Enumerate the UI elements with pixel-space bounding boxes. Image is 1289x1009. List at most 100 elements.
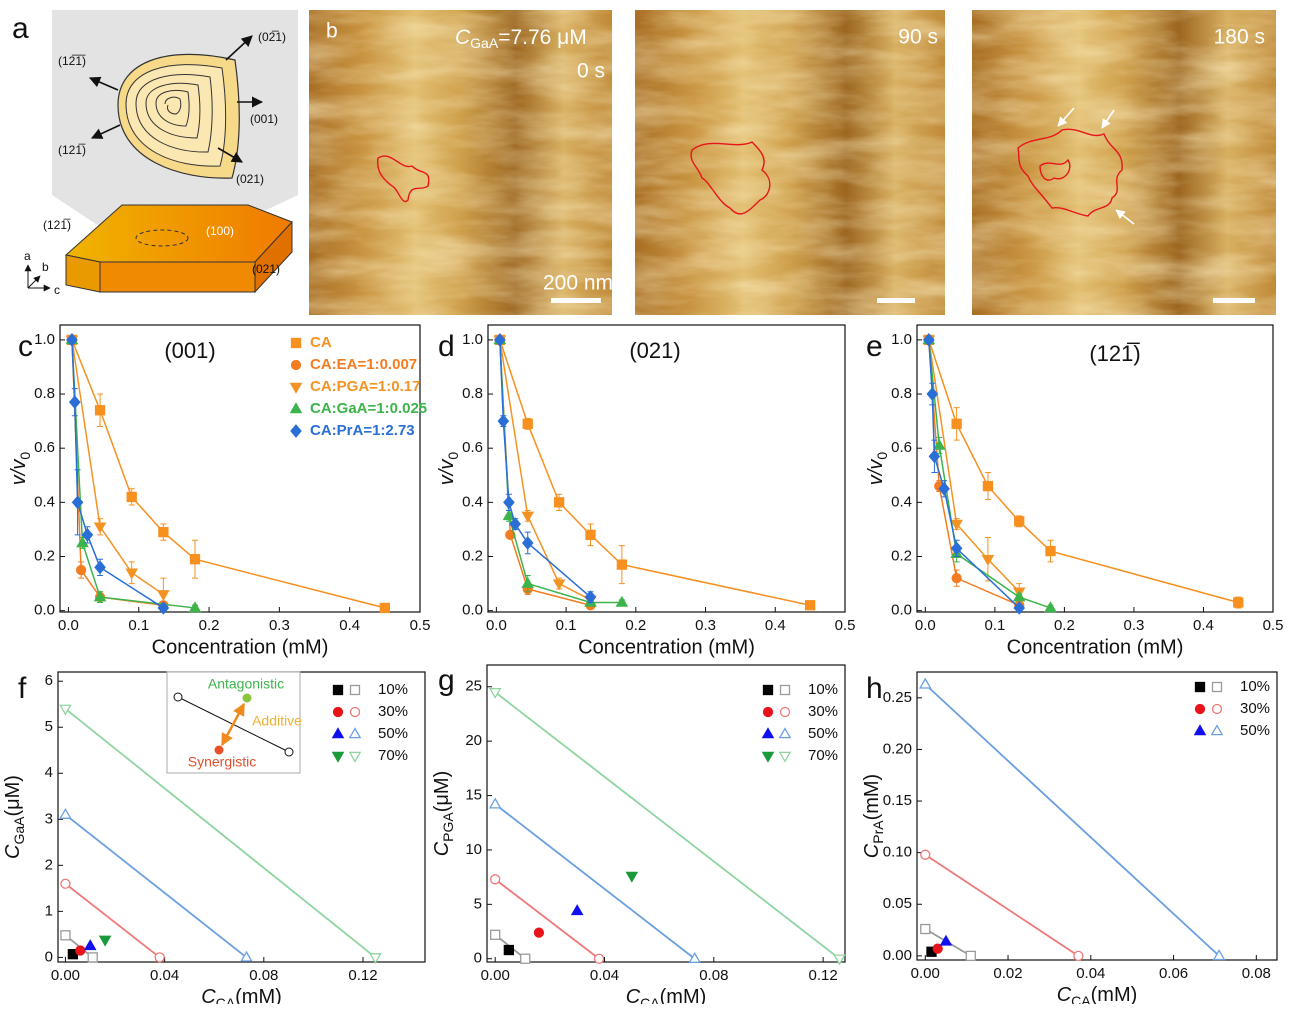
x-tick-label: 0.4 [1193, 617, 1214, 634]
marker [503, 944, 515, 956]
marker [926, 387, 939, 401]
axis-label: Concentration (mM) [578, 636, 755, 658]
arrow [1101, 109, 1115, 129]
growth-step [135, 74, 213, 153]
marker [93, 522, 107, 534]
marker [83, 939, 97, 951]
inset-point [173, 692, 183, 702]
y-tick-label: 1.0 [891, 331, 912, 348]
marker [584, 590, 597, 604]
marker [688, 952, 701, 963]
x-tick-label: 0.1 [128, 617, 149, 634]
y-tick-label: 0.2 [34, 547, 55, 564]
marker [1194, 703, 1206, 715]
marker [804, 600, 816, 611]
marker [778, 751, 792, 763]
panel-letter: c [18, 330, 33, 363]
y-tick-label: 0.6 [462, 439, 483, 456]
y-tick-label: 0.0 [34, 602, 55, 619]
marker [1194, 681, 1206, 693]
marker [490, 929, 501, 940]
marker [71, 495, 84, 510]
x-tick-label: 0.0 [486, 617, 507, 634]
marker [1212, 949, 1226, 961]
axis-label: Concentration (mM) [1007, 636, 1184, 658]
marker [93, 590, 107, 602]
x-tick-label: 0.08 [699, 967, 728, 984]
marker [779, 706, 791, 718]
fit-line [71, 339, 164, 596]
panel-letter: e [866, 330, 883, 363]
marker [81, 527, 94, 542]
marker [1012, 590, 1026, 602]
y-tick-label: 1 [45, 902, 53, 919]
axis-label: CCA(mM) [626, 986, 707, 1004]
panel-letter: f [18, 672, 27, 705]
marker [348, 751, 362, 763]
x-tick-label: 0.5 [1263, 617, 1284, 634]
inset-point [284, 747, 294, 757]
marker [1044, 601, 1057, 613]
marker [509, 517, 521, 531]
y-tick-label: 5 [45, 718, 53, 735]
axis-label: a [24, 249, 31, 263]
arrow [88, 76, 119, 91]
x-tick-label: 0.02 [993, 965, 1022, 982]
marker [1211, 703, 1223, 715]
spiral-core [164, 96, 182, 115]
x-tick-label: 0.1 [556, 617, 577, 634]
axis-label: CPGA(μM) [431, 771, 455, 857]
x-tick-label: 0.00 [51, 967, 80, 984]
marker [157, 601, 170, 615]
marker [125, 568, 139, 580]
y-tick-label: 0.25 [883, 689, 912, 706]
marker [1073, 950, 1084, 962]
marker [950, 519, 963, 531]
x-tick-label: 0.5 [835, 617, 856, 634]
y-tick-label: 0.8 [34, 385, 55, 402]
legend-label: 10% [1240, 678, 1270, 695]
x-tick-label: 0.4 [339, 617, 360, 634]
face-label: (12̅1̅) [58, 54, 86, 68]
label-part: CA [640, 995, 660, 1004]
marker [379, 602, 390, 614]
panel-letter: g [438, 664, 455, 697]
y-tick-label: 0.8 [891, 385, 912, 402]
label-part: C [201, 986, 216, 1004]
marker [60, 930, 71, 941]
marker [331, 751, 345, 763]
scale-bar [877, 298, 915, 303]
y-tick-label: 5 [474, 895, 482, 912]
panel-a: a (02̅1) (12̅1̅) (001) (121̅) (021) (121… [12, 10, 298, 297]
x-tick-label: 0.1 [984, 617, 1005, 634]
time-label: 90 s [898, 26, 938, 49]
marker [75, 564, 87, 576]
y-tick-label: 15 [465, 787, 482, 804]
scale-bar [1213, 298, 1255, 303]
y-tick-label: 0.6 [891, 439, 912, 456]
marker [833, 954, 846, 966]
marker [521, 536, 534, 550]
axis-arrow [27, 275, 41, 289]
subscript: GaA [470, 35, 499, 51]
legend-label: CA:PrA=1:2.73 [310, 422, 415, 439]
y-tick-label: 0.10 [883, 844, 912, 861]
fit-line [928, 339, 1239, 604]
fit-line [928, 339, 1020, 593]
y-tick-label: 0.2 [462, 547, 483, 564]
arrow [90, 124, 121, 139]
label-part: (mM) [235, 986, 282, 1004]
marker [950, 541, 963, 556]
marker [60, 878, 71, 889]
isobole [64, 708, 376, 959]
scale-bar-label: 200 nm [543, 272, 613, 295]
label-part: C [431, 841, 453, 856]
chart-title: (121̅) [1089, 341, 1140, 366]
x-tick-label: 0.00 [911, 965, 940, 982]
time-label: 180 s [1214, 26, 1265, 49]
legend-label: 50% [378, 725, 408, 742]
y-tick-label: 3 [45, 810, 53, 827]
marker [923, 333, 935, 347]
marker [585, 529, 596, 540]
marker [951, 573, 962, 584]
